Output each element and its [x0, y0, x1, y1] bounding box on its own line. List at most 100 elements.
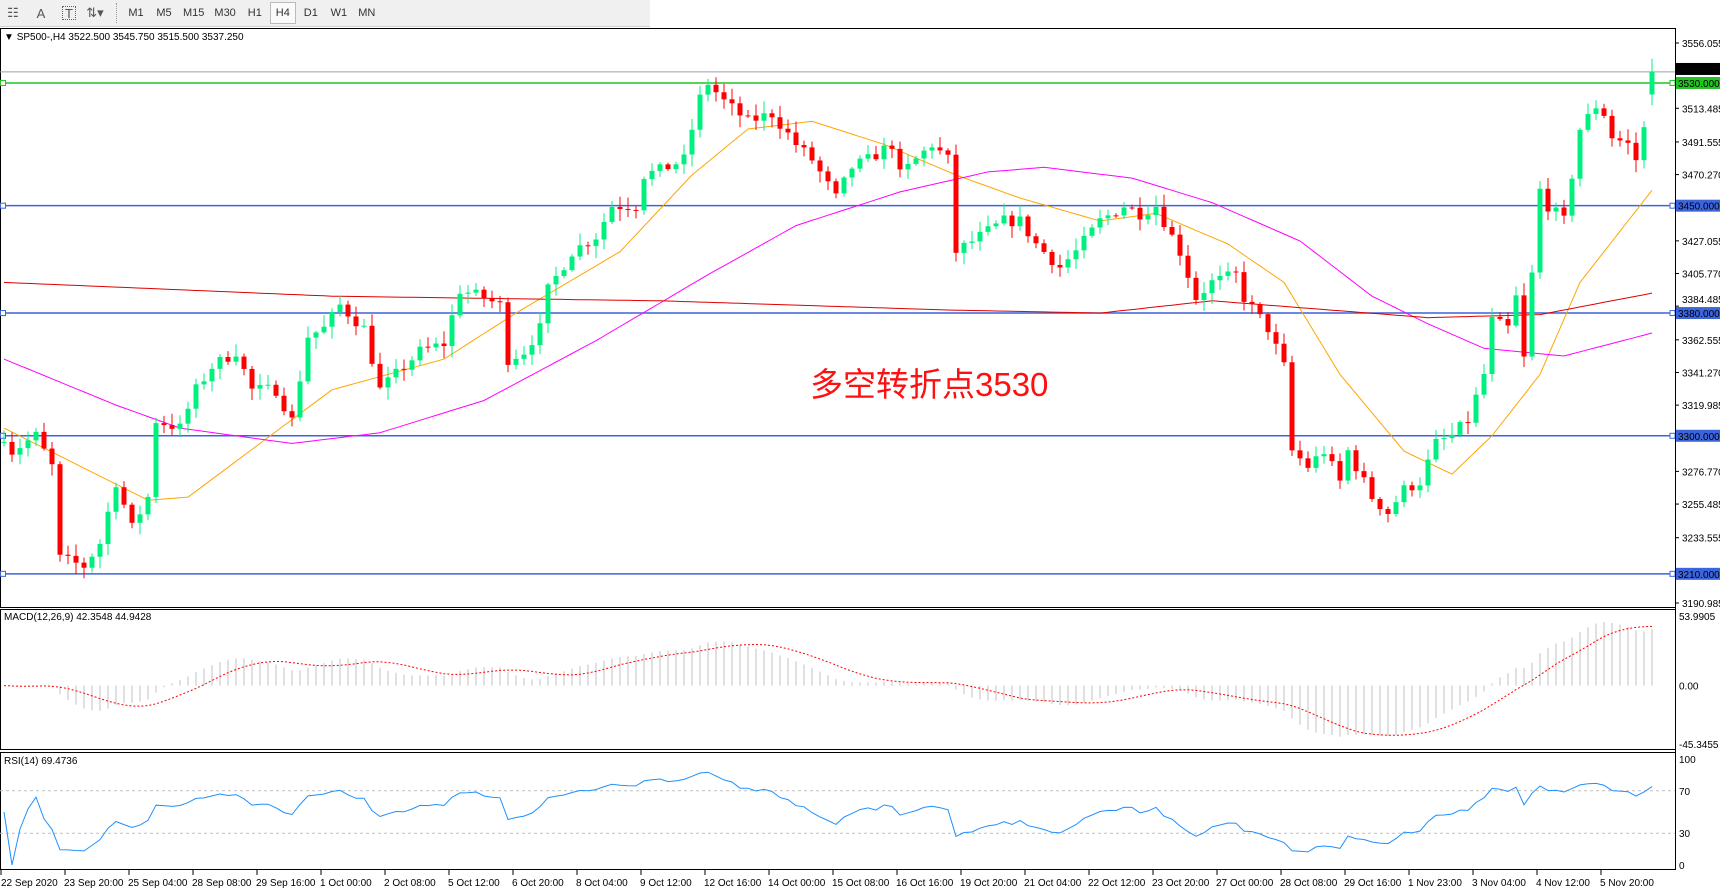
candle	[393, 359, 399, 384]
candle	[649, 163, 655, 186]
candle	[369, 314, 375, 367]
candle	[1289, 355, 1295, 457]
candle	[801, 140, 807, 157]
candle-body	[265, 384, 271, 386]
candle-body	[505, 302, 511, 365]
candle-body	[73, 555, 79, 563]
candle	[1329, 446, 1335, 467]
candle-body	[905, 163, 911, 170]
toolbar-separator	[116, 3, 117, 23]
candle-body	[1569, 178, 1575, 216]
time-tick-label: 25 Sep 04:00	[128, 878, 188, 889]
candle	[449, 304, 455, 358]
candle-body	[569, 256, 575, 271]
candle-body	[633, 209, 639, 211]
text-a-icon[interactable]: A	[36, 5, 46, 21]
candle	[561, 267, 567, 279]
candle-body	[1145, 215, 1151, 220]
candle	[1025, 214, 1031, 243]
candle	[961, 240, 967, 265]
candle	[1121, 202, 1127, 220]
candle	[233, 344, 239, 366]
candle-body	[1641, 127, 1647, 161]
candle	[1345, 446, 1351, 485]
candle	[1369, 471, 1375, 502]
timeframe-mn[interactable]: MN	[358, 7, 376, 19]
level-price-tag: 3530.000	[1678, 79, 1720, 90]
candle-body	[721, 92, 727, 100]
candle-body	[1217, 275, 1223, 281]
candle	[1161, 194, 1167, 231]
main-panel-frame	[0, 28, 1676, 608]
candle-body	[1105, 215, 1111, 219]
macd-label: MACD(12,26,9) 42.3548 44.9428	[4, 612, 152, 623]
ma-fast-line	[3, 120, 1653, 501]
candle-body	[249, 368, 255, 389]
candle-body	[1017, 216, 1023, 227]
candle-body	[273, 384, 279, 396]
price-tick-label: 3255.485	[1682, 500, 1720, 511]
candle-body	[1545, 188, 1551, 212]
timeframe-d1[interactable]: D1	[303, 7, 318, 19]
candle	[1265, 312, 1271, 340]
candle	[297, 370, 303, 422]
timeframe-w1[interactable]: W1	[330, 7, 348, 19]
candle	[857, 155, 863, 173]
candle-body	[305, 337, 311, 382]
candle-body	[81, 562, 87, 568]
candle	[177, 415, 183, 438]
time-tick-label: 4 Nov 12:00	[1536, 878, 1590, 889]
price-tick-label: 3513.485	[1682, 104, 1720, 115]
candle	[265, 375, 271, 390]
candle-body	[9, 441, 15, 455]
time-tick-label: 14 Oct 00:00	[768, 878, 826, 889]
candle	[1313, 446, 1319, 473]
text-box-icon[interactable]: T	[62, 6, 76, 21]
timeframe-h4[interactable]: H4	[269, 2, 296, 24]
candle	[1625, 129, 1631, 155]
candle	[1017, 204, 1023, 231]
candle	[625, 197, 631, 217]
grid-icon[interactable]: ☷	[7, 5, 19, 20]
candle-body	[193, 384, 199, 409]
candle-body	[465, 292, 471, 294]
candle	[537, 311, 543, 354]
candle	[457, 285, 463, 319]
candle-body	[897, 148, 903, 170]
candle	[329, 308, 335, 339]
candle	[1097, 209, 1103, 234]
candle	[897, 141, 903, 178]
rsi-tick-label: 0	[1679, 861, 1685, 872]
candle	[809, 141, 815, 165]
candle	[313, 330, 319, 349]
candle-body	[793, 132, 799, 146]
candle-body	[369, 325, 375, 364]
candle-body	[745, 115, 751, 117]
level-handle	[1669, 79, 1676, 86]
timeframe-bar: M1 M5 M15 M30 H1 H4 D1 W1 MN	[123, 2, 382, 24]
candle	[1441, 428, 1447, 451]
candle	[1401, 480, 1407, 507]
timeframe-m15[interactable]: M15	[183, 7, 205, 19]
arrows-dropdown-icon[interactable]: ⇅▾	[86, 5, 104, 20]
timeframe-m5[interactable]: M5	[156, 7, 172, 19]
candle-body	[489, 298, 495, 302]
candle	[505, 297, 511, 373]
candle	[1105, 209, 1111, 226]
candle-body	[1025, 216, 1031, 237]
candle-body	[1449, 434, 1455, 439]
candle-body	[1305, 458, 1311, 468]
candle-body	[977, 231, 983, 242]
timeframe-m1[interactable]: M1	[128, 7, 144, 19]
candle	[1545, 177, 1551, 221]
candle-body	[881, 145, 887, 160]
candle	[761, 101, 767, 131]
timeframe-m30[interactable]: M30	[214, 7, 236, 19]
candle-body	[57, 464, 63, 555]
candle-body	[1201, 293, 1207, 300]
candle-body	[345, 304, 351, 317]
candle	[1169, 220, 1175, 237]
candle	[1393, 495, 1399, 517]
timeframe-h1[interactable]: H1	[247, 7, 262, 19]
